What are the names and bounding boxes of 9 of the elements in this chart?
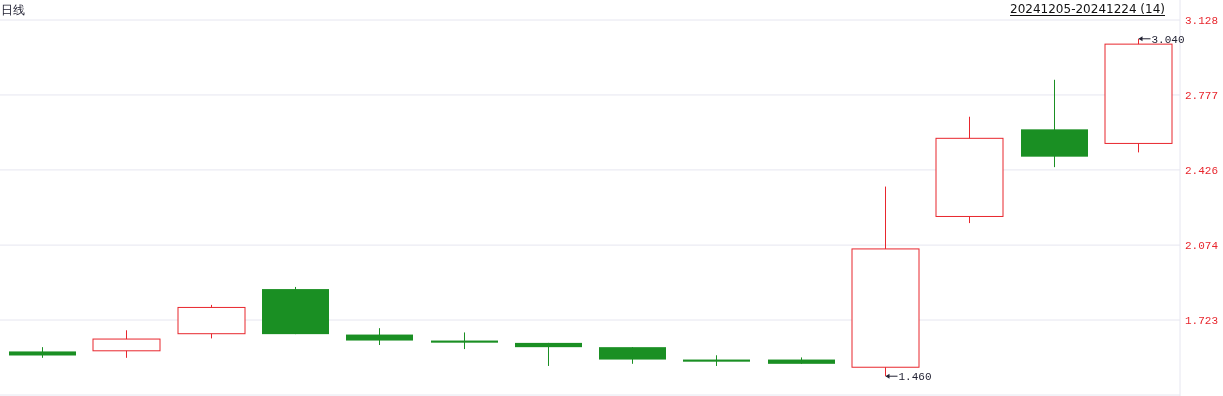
chart-subtitle: 20241205-20241224 (14)	[1010, 2, 1165, 16]
annotation: 1.460	[898, 371, 932, 384]
y-tick-label: 2.777	[1185, 89, 1219, 102]
y-tick-label: 2.426	[1185, 164, 1219, 177]
annotation: 3.040	[1151, 33, 1185, 46]
y-tick-label: 3.128	[1185, 15, 1219, 27]
chart-title: 日线	[1, 3, 25, 17]
y-tick-label: 2.074	[1185, 240, 1219, 253]
y-tick-label: 1.723	[1185, 315, 1219, 328]
